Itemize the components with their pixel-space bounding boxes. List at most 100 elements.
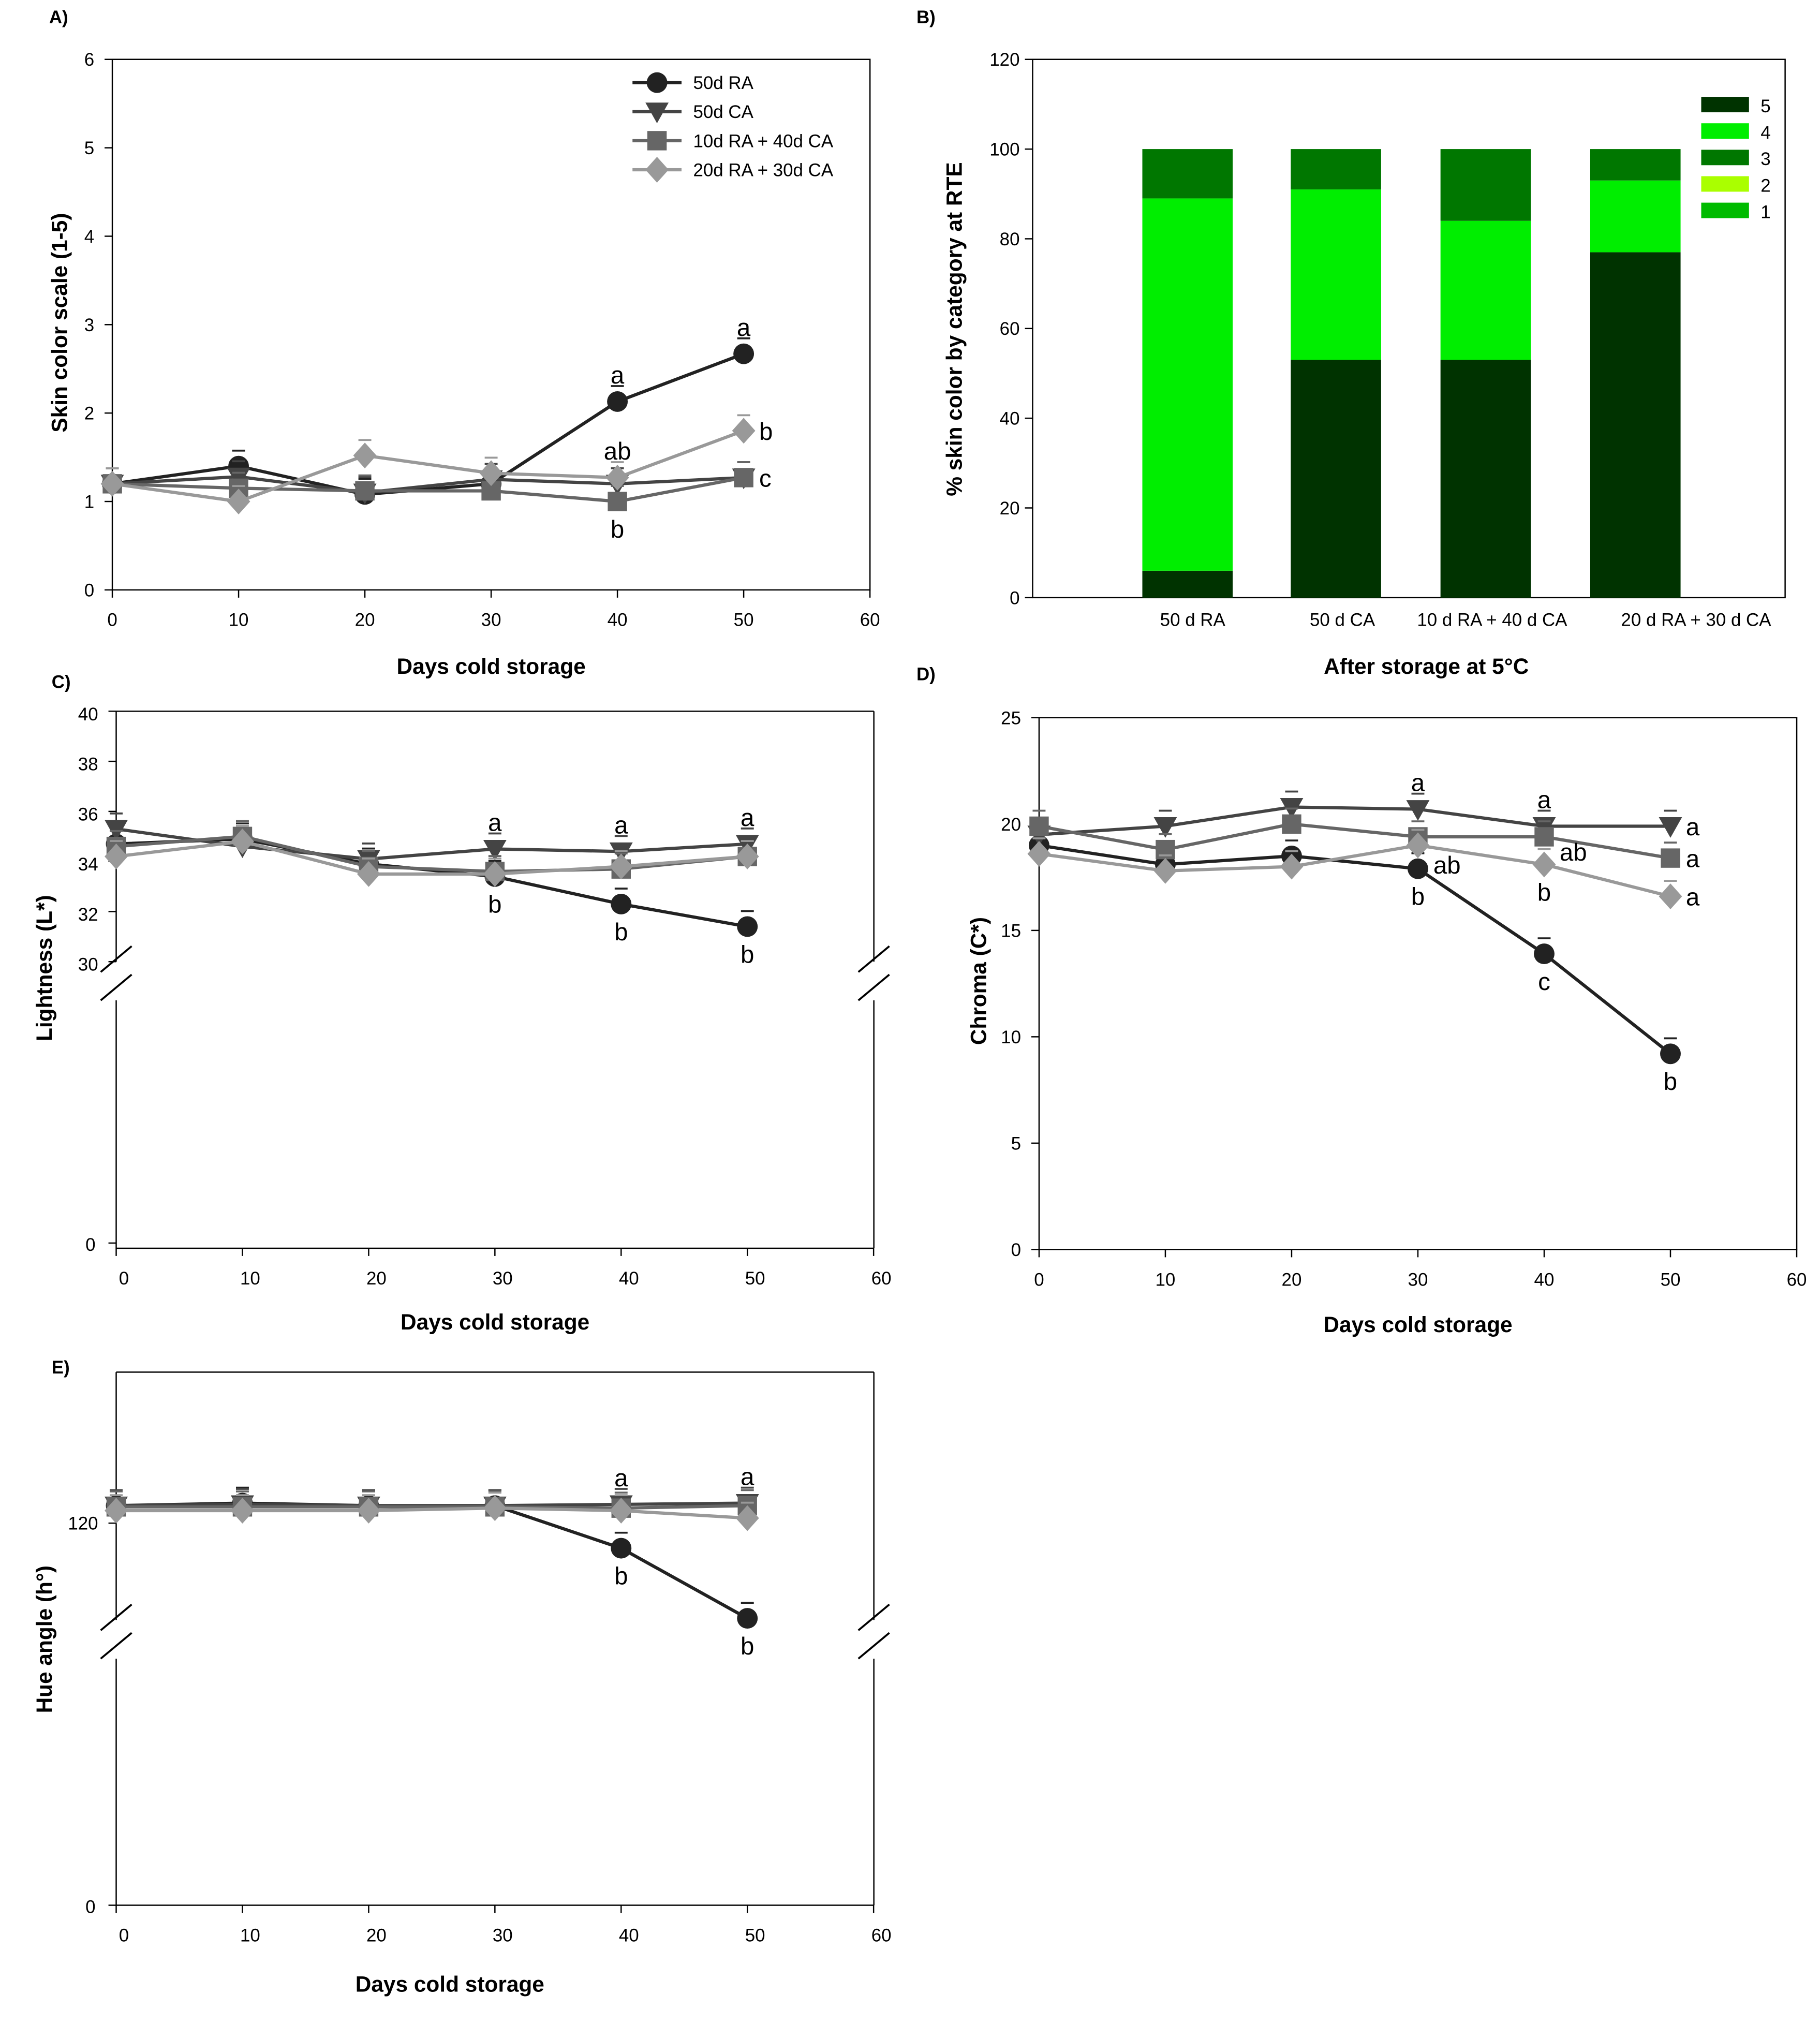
y-tick-label: 20 (1001, 815, 1021, 835)
y-tick-label: 80 (1000, 229, 1020, 249)
data-point (1660, 1043, 1681, 1065)
legend-swatch (1701, 97, 1749, 113)
legend-marker (645, 102, 669, 124)
series-line-10d-ra-40d-ca (112, 476, 744, 504)
y-tick-label: 25 (1001, 708, 1021, 728)
significance-letter: a (611, 362, 625, 389)
y-tick-label: 0 (85, 1897, 95, 1917)
y-tick-label: 32 (78, 905, 98, 925)
panel-label: B) (916, 7, 936, 27)
significance-letter: b (1537, 879, 1551, 906)
x-tick-label: 0 (1034, 1269, 1044, 1290)
data-point (479, 460, 503, 486)
significance-letter: a (1686, 846, 1700, 873)
data-point (1153, 817, 1177, 838)
data-point (1408, 858, 1428, 879)
series-line-20d-ra-30d-ca (112, 429, 745, 504)
data-point (483, 861, 507, 887)
panel-d: D) Days cold storage 0 10 20 30 40 50 60 0 5 10 15 20… (916, 664, 1807, 1337)
x-axis-title: After storage at 5°C (1324, 654, 1529, 678)
panel-label: C) (52, 672, 71, 692)
data-point (353, 442, 377, 469)
category-label: 50 d RA (1160, 610, 1226, 630)
y-tick-label: 36 (78, 804, 98, 824)
significance-letter: b (1664, 1068, 1677, 1096)
x-tick-label: 20 (366, 1268, 387, 1289)
category-label: 20 d RA + 30 d CA (1621, 610, 1771, 630)
y-tick-label: 3 (84, 315, 94, 335)
y-tick-label: 2 (84, 404, 94, 424)
data-point (357, 861, 380, 887)
data-point (608, 492, 627, 511)
series-line-20d-ra-30d-ca (1039, 844, 1671, 898)
x-tick-label: 60 (860, 610, 880, 630)
y-axis-title: Hue angle (h°) (32, 1565, 56, 1713)
legend-label: 5 (1760, 96, 1770, 116)
data-point (483, 1495, 507, 1521)
data-point (1156, 839, 1175, 860)
panel-label: E) (52, 1357, 70, 1378)
significance-letter: a (1411, 770, 1425, 797)
panel-c: C) 0 Days cold storage 0 10 20 30 40 50 60 30 32 34 3… (32, 672, 892, 1334)
x-tick-label: 20 (366, 1925, 387, 1945)
x-tick-label: 60 (871, 1925, 892, 1945)
data-point (227, 489, 250, 514)
data-point (1280, 853, 1304, 880)
y-tick-label: 120 (68, 1514, 98, 1534)
panel-label: D) (916, 664, 936, 684)
series-line-10d-ra-40d-ca (116, 835, 748, 874)
significance-letter: b (741, 941, 754, 968)
legend-swatch (1701, 202, 1749, 218)
data-point (733, 343, 754, 364)
category-label: 50 d CA (1310, 610, 1375, 630)
data-point (609, 1498, 633, 1524)
significance-letter: a (614, 1465, 628, 1492)
legend-marker (646, 72, 668, 93)
legend-marker (645, 157, 669, 183)
significance-letter: c (1538, 968, 1550, 996)
x-tick-label: 20 (355, 610, 375, 630)
bar-segment-5 (1590, 252, 1681, 598)
series-line-50d-ra (112, 352, 745, 496)
data-point (607, 391, 628, 412)
y-tick-label: 40 (78, 704, 98, 725)
series-line-10d-ra-40d-ca (1039, 822, 1671, 860)
bar-segment-5 (1142, 570, 1233, 598)
x-axis-title: Days cold storage (397, 654, 586, 678)
data-point (1029, 816, 1049, 836)
y-axis-title: Chroma (C*) (967, 917, 991, 1045)
data-point (609, 853, 633, 880)
significance-letter: b (759, 418, 773, 446)
bar-segment-4 (1440, 220, 1531, 360)
data-point (1282, 814, 1301, 834)
legend-marker (647, 131, 667, 151)
y-tick-label: 6 (84, 50, 94, 70)
significance-letter: a (1537, 787, 1551, 814)
category-label: 10 d RA + 40 d CA (1417, 610, 1567, 630)
x-tick-label: 40 (1534, 1269, 1555, 1290)
y-axis-title: % skin color by category at RTE (942, 162, 966, 496)
data-point (1534, 943, 1555, 965)
legend-label: 10d RA + 40d CA (693, 131, 833, 151)
legend-swatch (1701, 123, 1749, 139)
panel-label: A) (49, 7, 68, 27)
y-tick-label: 20 (1000, 498, 1020, 519)
x-tick-label: 30 (493, 1268, 513, 1289)
y-tick-label: 38 (78, 755, 98, 775)
x-tick-label: 10 (240, 1925, 260, 1945)
legend-label: 50d CA (693, 102, 753, 122)
significance-letter: a (741, 804, 754, 832)
x-axis-title: Days cold storage (356, 1972, 544, 1997)
significance-letter: b (614, 919, 628, 946)
data-point (231, 829, 254, 854)
series-line-10d-ra-40d-ca (116, 1504, 748, 1510)
legend-label: 3 (1760, 149, 1770, 169)
axis-break-mark (857, 1603, 890, 1631)
data-point (483, 840, 507, 861)
x-tick-label: 20 (1282, 1269, 1302, 1290)
data-point (732, 418, 756, 444)
data-point (737, 916, 758, 937)
legend-swatch (1701, 176, 1749, 192)
x-tick-label: 10 (240, 1268, 260, 1289)
